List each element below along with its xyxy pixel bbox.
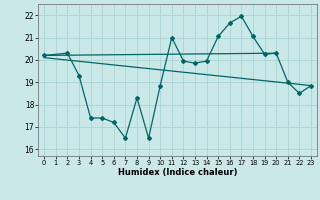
X-axis label: Humidex (Indice chaleur): Humidex (Indice chaleur) [118, 168, 237, 177]
